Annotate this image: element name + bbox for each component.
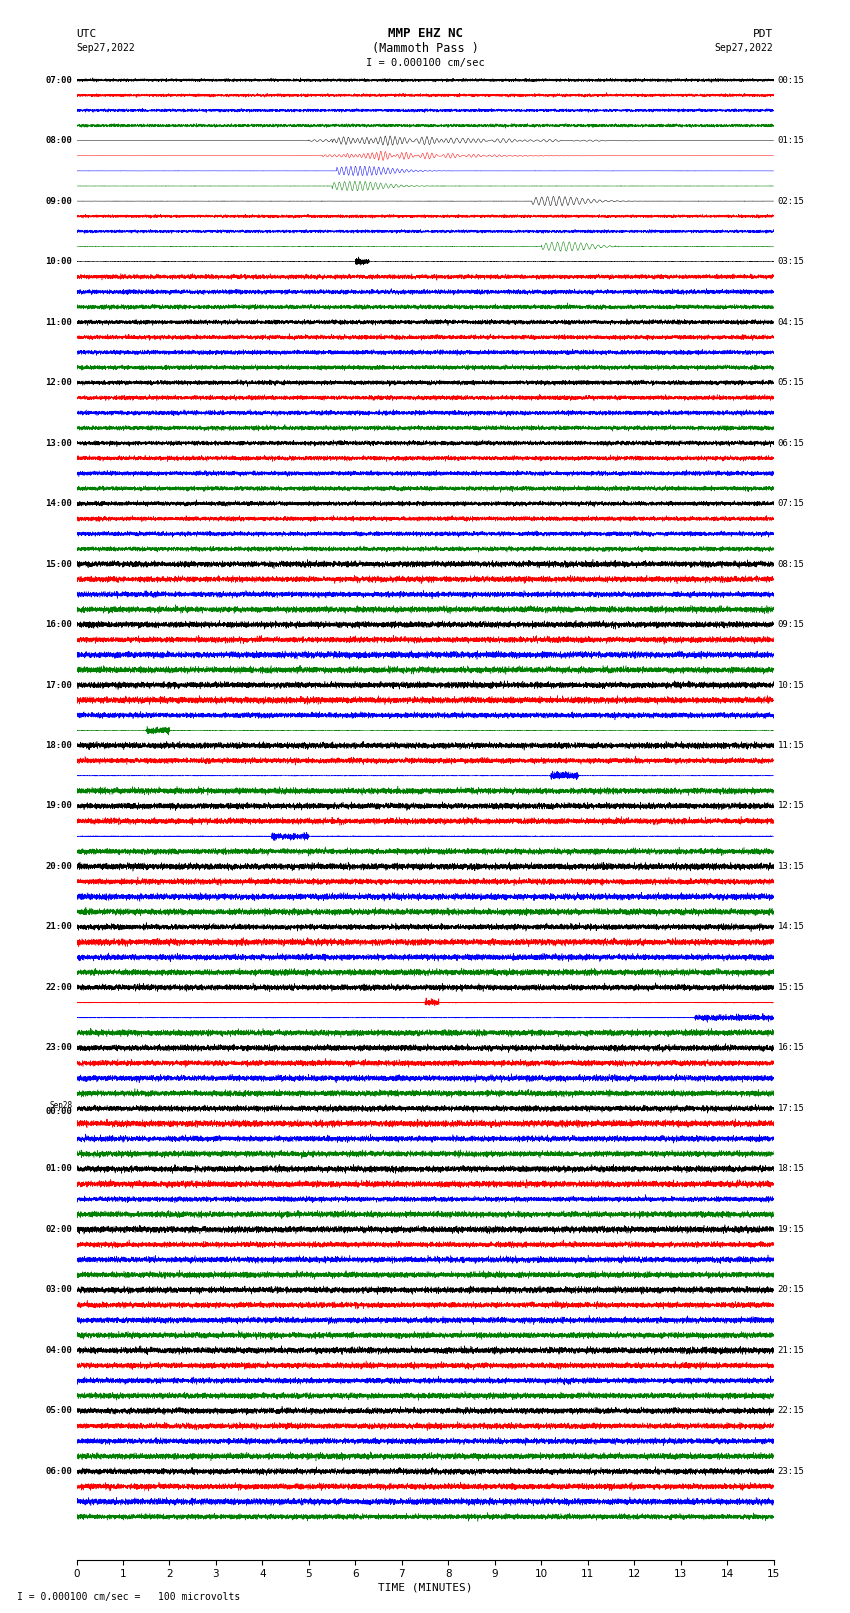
Text: 13:00: 13:00	[45, 439, 72, 447]
Text: 20:00: 20:00	[45, 861, 72, 871]
Text: 17:15: 17:15	[778, 1103, 805, 1113]
Text: 13:15: 13:15	[778, 861, 805, 871]
Text: 03:15: 03:15	[778, 256, 805, 266]
Text: 16:15: 16:15	[778, 1044, 805, 1052]
Text: 09:00: 09:00	[45, 197, 72, 205]
Text: 02:15: 02:15	[778, 197, 805, 205]
Text: Sep27,2022: Sep27,2022	[76, 44, 135, 53]
Text: (Mammoth Pass ): (Mammoth Pass )	[371, 42, 479, 55]
Text: I = 0.000100 cm/sec =   100 microvolts: I = 0.000100 cm/sec = 100 microvolts	[17, 1592, 241, 1602]
Text: PDT: PDT	[753, 29, 774, 39]
Text: 10:15: 10:15	[778, 681, 805, 689]
Text: 06:15: 06:15	[778, 439, 805, 447]
Text: 07:00: 07:00	[45, 76, 72, 84]
Text: 19:15: 19:15	[778, 1224, 805, 1234]
Text: 15:15: 15:15	[778, 982, 805, 992]
Text: 11:00: 11:00	[45, 318, 72, 326]
Text: 00:00: 00:00	[45, 1107, 72, 1116]
Text: 11:15: 11:15	[778, 740, 805, 750]
Text: 04:15: 04:15	[778, 318, 805, 326]
Text: 18:15: 18:15	[778, 1165, 805, 1173]
Text: 02:00: 02:00	[45, 1224, 72, 1234]
X-axis label: TIME (MINUTES): TIME (MINUTES)	[377, 1582, 473, 1592]
Text: 15:00: 15:00	[45, 560, 72, 568]
Text: 18:00: 18:00	[45, 740, 72, 750]
Text: 16:00: 16:00	[45, 619, 72, 629]
Text: 10:00: 10:00	[45, 256, 72, 266]
Text: 23:15: 23:15	[778, 1466, 805, 1476]
Text: UTC: UTC	[76, 29, 97, 39]
Text: 22:00: 22:00	[45, 982, 72, 992]
Text: Sep27,2022: Sep27,2022	[715, 44, 774, 53]
Text: I = 0.000100 cm/sec: I = 0.000100 cm/sec	[366, 58, 484, 68]
Text: 14:15: 14:15	[778, 923, 805, 931]
Text: 22:15: 22:15	[778, 1407, 805, 1415]
Text: 07:15: 07:15	[778, 498, 805, 508]
Text: 09:15: 09:15	[778, 619, 805, 629]
Text: 21:15: 21:15	[778, 1345, 805, 1355]
Text: 00:15: 00:15	[778, 76, 805, 84]
Text: 05:00: 05:00	[45, 1407, 72, 1415]
Text: 20:15: 20:15	[778, 1286, 805, 1294]
Text: 05:15: 05:15	[778, 377, 805, 387]
Text: 12:00: 12:00	[45, 377, 72, 387]
Text: 06:00: 06:00	[45, 1466, 72, 1476]
Text: 08:00: 08:00	[45, 135, 72, 145]
Text: MMP EHZ NC: MMP EHZ NC	[388, 27, 462, 40]
Text: 04:00: 04:00	[45, 1345, 72, 1355]
Text: 01:00: 01:00	[45, 1165, 72, 1173]
Text: 17:00: 17:00	[45, 681, 72, 689]
Text: 01:15: 01:15	[778, 135, 805, 145]
Text: 12:15: 12:15	[778, 802, 805, 810]
Text: 19:00: 19:00	[45, 802, 72, 810]
Text: Sep28: Sep28	[49, 1102, 72, 1110]
Text: 14:00: 14:00	[45, 498, 72, 508]
Text: 23:00: 23:00	[45, 1044, 72, 1052]
Text: 03:00: 03:00	[45, 1286, 72, 1294]
Text: 08:15: 08:15	[778, 560, 805, 568]
Text: 21:00: 21:00	[45, 923, 72, 931]
